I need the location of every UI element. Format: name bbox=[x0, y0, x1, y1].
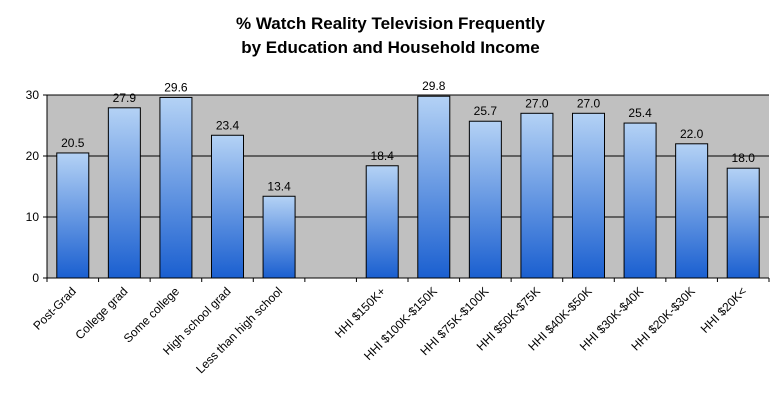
bar bbox=[726, 167, 760, 279]
bar bbox=[159, 96, 193, 279]
y-tick-label: 10 bbox=[26, 210, 40, 224]
data-label: 27.0 bbox=[525, 96, 549, 110]
data-label: 20.5 bbox=[61, 136, 85, 150]
data-label: 29.6 bbox=[164, 80, 188, 94]
y-tick-label: 20 bbox=[26, 149, 40, 163]
bar bbox=[572, 112, 605, 279]
bar bbox=[520, 112, 554, 279]
bar bbox=[623, 122, 657, 279]
data-label: 22.0 bbox=[680, 127, 704, 141]
bar bbox=[417, 95, 451, 279]
bar bbox=[56, 152, 90, 279]
data-label: 13.4 bbox=[267, 179, 291, 193]
data-label: 25.4 bbox=[628, 106, 652, 120]
data-label: 27.0 bbox=[577, 96, 601, 110]
x-tick-label: Post-Grad bbox=[30, 284, 79, 333]
data-label: 23.4 bbox=[216, 118, 240, 132]
data-label: 18.0 bbox=[732, 151, 756, 165]
data-label: 18.4 bbox=[371, 149, 395, 163]
y-tick-label: 30 bbox=[26, 88, 40, 102]
bar bbox=[107, 107, 141, 279]
data-label: 29.8 bbox=[422, 79, 446, 93]
chart-subtitle: by Education and Household Income bbox=[241, 38, 540, 57]
x-tick-label: Less than high school bbox=[193, 284, 285, 376]
bar bbox=[675, 143, 709, 279]
y-tick-label: 0 bbox=[32, 271, 39, 285]
chart-title: % Watch Reality Television Frequently bbox=[236, 14, 545, 33]
data-label: 27.9 bbox=[113, 91, 137, 105]
plot-background bbox=[47, 95, 769, 278]
bar bbox=[468, 120, 502, 279]
x-tick-label: HHI $150K+ bbox=[332, 284, 388, 340]
data-label: 25.7 bbox=[474, 104, 498, 118]
bar bbox=[365, 165, 399, 279]
x-tick-label: HHI $20K< bbox=[698, 284, 750, 336]
bar bbox=[262, 195, 296, 279]
bar bbox=[211, 134, 244, 279]
